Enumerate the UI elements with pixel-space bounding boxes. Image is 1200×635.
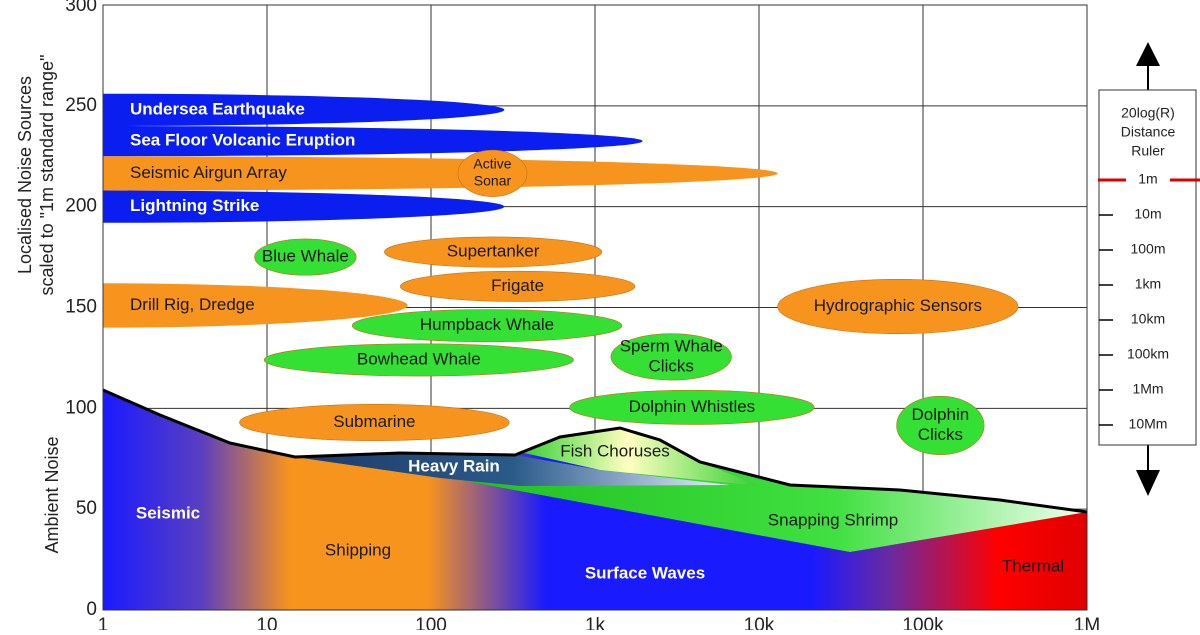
source-label: Dolphin bbox=[912, 405, 970, 424]
noise-source bbox=[777, 278, 1019, 335]
rain-band bbox=[295, 453, 730, 486]
ruler-label: 100m bbox=[1130, 241, 1165, 257]
x-tick-label: 10 bbox=[256, 615, 277, 630]
ruler-label: 1Mm bbox=[1132, 381, 1163, 397]
ruler-title: 20log(R) bbox=[1121, 105, 1175, 121]
noise-source bbox=[103, 190, 505, 223]
plot-frame bbox=[102, 4, 1088, 611]
ruler-label: 100km bbox=[1127, 346, 1169, 362]
noise-source bbox=[103, 283, 408, 328]
source-label: Submarine bbox=[333, 412, 415, 431]
ruler-arrow bbox=[1136, 470, 1160, 496]
x-tick-label: 10k bbox=[744, 615, 775, 630]
ruler-box bbox=[1098, 89, 1197, 446]
ambient-label: Shipping bbox=[325, 540, 391, 559]
noise-source bbox=[254, 238, 357, 276]
ruler-title: Distance bbox=[1121, 124, 1176, 140]
source-label: Sonar bbox=[474, 173, 512, 189]
ambient-label: Fish Choruses bbox=[560, 441, 670, 460]
source-label: Lightning Strike bbox=[130, 196, 259, 215]
ruler-label: 10m bbox=[1134, 206, 1161, 222]
ambient-label: Heavy Rain bbox=[408, 456, 500, 475]
noise-source bbox=[351, 309, 623, 343]
y-tick-label: 200 bbox=[65, 196, 97, 217]
ruler-label: 1km bbox=[1135, 276, 1161, 292]
y-tick-label: 300 bbox=[65, 0, 97, 16]
y-tick-label: 250 bbox=[65, 95, 97, 116]
source-label: Sperm Whale bbox=[620, 336, 723, 355]
source-label: Active bbox=[473, 156, 511, 172]
ruler-marks: 1m 10m 100m 1km 10km 100km 1Mm 10Mm bbox=[1098, 171, 1200, 432]
noise-source bbox=[239, 404, 510, 441]
x-tick-label: 1 bbox=[98, 615, 109, 630]
y-tick-label: 100 bbox=[65, 397, 97, 418]
noise-source bbox=[610, 333, 732, 381]
x-tick-label: 1M bbox=[1074, 615, 1100, 630]
source-label: Clicks bbox=[649, 356, 694, 375]
source-label: Hydrographic Sensors bbox=[814, 296, 982, 315]
y-axis-label: scaled to "1m standard range" bbox=[37, 55, 57, 296]
noise-source bbox=[569, 389, 815, 425]
ruler-arrow bbox=[1136, 42, 1160, 66]
noise-source bbox=[103, 126, 643, 157]
ruler-title: Ruler bbox=[1131, 143, 1165, 159]
ambient-label: Thermal bbox=[1002, 556, 1064, 575]
noise-source bbox=[103, 156, 778, 191]
ambient-label: Snapping Shrimp bbox=[768, 510, 898, 529]
source-label: Undersea Earthquake bbox=[130, 99, 305, 118]
noise-source bbox=[400, 270, 636, 302]
source-label: Blue Whale bbox=[262, 247, 349, 266]
x-tick-label: 100k bbox=[902, 615, 944, 630]
source-label: Seismic Airgun Array bbox=[130, 163, 287, 182]
source-label: Drill Rig, Dredge bbox=[130, 295, 255, 314]
fish-band bbox=[520, 428, 760, 486]
sources: Undersea Earthquake Sea Floor Volcanic Er… bbox=[103, 93, 1019, 456]
source-label: Frigate bbox=[491, 276, 544, 295]
y-axis-label: Ambient Noise bbox=[42, 436, 62, 553]
noise-source bbox=[263, 343, 574, 377]
x-tick-label: 1k bbox=[585, 615, 606, 630]
source-label: Dolphin Whistles bbox=[629, 397, 756, 416]
ruler-label: 10Mm bbox=[1129, 416, 1168, 432]
noise-source bbox=[384, 236, 603, 268]
ambient-label: Surface Waves bbox=[585, 563, 705, 582]
ruler-label: 10km bbox=[1131, 311, 1165, 327]
noise-source bbox=[457, 149, 528, 197]
source-label: Supertanker bbox=[447, 242, 540, 261]
distance-ruler: 20log(R) Distance Ruler 1m 10m 100m 1km 10km… bbox=[1098, 42, 1200, 496]
source-label: Clicks bbox=[918, 425, 963, 444]
ambient-curve bbox=[102, 388, 1088, 514]
source-label: Sea Floor Volcanic Eruption bbox=[130, 131, 355, 150]
y-tick-label: 0 bbox=[86, 599, 97, 620]
ambient-label: Seismic bbox=[136, 503, 200, 522]
noise-source bbox=[896, 395, 985, 456]
x-tick-label: 100 bbox=[415, 615, 447, 630]
noise-source bbox=[103, 93, 505, 126]
y-axis-label: Localised Noise Sources bbox=[15, 76, 35, 274]
y-tick-label: 50 bbox=[76, 498, 97, 519]
source-label: Bowhead Whale bbox=[357, 349, 481, 368]
ambient-area: Seismic Shipping Surface Waves Thermal H… bbox=[102, 388, 1088, 610]
source-label: Humpback Whale bbox=[420, 315, 554, 334]
ruler-label: 1m bbox=[1138, 171, 1157, 187]
y-tick-label: 150 bbox=[65, 297, 97, 318]
